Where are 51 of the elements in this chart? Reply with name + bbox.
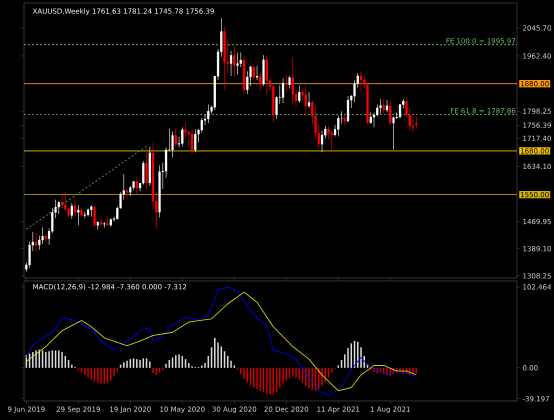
candlestick: [80, 207, 83, 218]
candlestick: [70, 202, 73, 220]
candlestick: [93, 206, 96, 227]
candlestick: [181, 127, 184, 147]
candlestick: [370, 112, 372, 124]
candlestick: [259, 72, 262, 91]
candlestick: [256, 66, 258, 80]
candlestick: [194, 129, 196, 153]
candlestick: [58, 201, 60, 214]
candlestick: [292, 56, 294, 106]
candlestick: [382, 99, 385, 115]
candlestick: [207, 104, 210, 124]
candlestick: [288, 76, 291, 90]
candlestick: [106, 216, 109, 226]
candlestick: [74, 199, 76, 217]
candlestick: [77, 204, 80, 226]
candlestick: [389, 100, 392, 126]
candlestick: [282, 78, 284, 104]
candlestick: [230, 50, 232, 76]
candlestick: [386, 100, 388, 113]
candlestick: [360, 71, 362, 92]
candlestick: [233, 46, 236, 77]
candlestick: [38, 235, 40, 250]
candlestick: [285, 74, 288, 92]
candlestick: [412, 114, 414, 132]
candlestick: [346, 96, 350, 123]
candlestick: [100, 218, 102, 227]
candlestick: [145, 148, 148, 191]
candlestick: [136, 180, 138, 196]
candlestick: [236, 52, 239, 75]
candlestick: [379, 98, 382, 114]
candlestick: [337, 115, 340, 137]
candlestick: [298, 85, 300, 104]
candlestick: [171, 131, 174, 158]
candlestick: [90, 205, 92, 218]
candlestick: [132, 180, 135, 191]
candlestick: [190, 128, 194, 155]
candlestick: [266, 54, 268, 94]
candlestick: [252, 66, 255, 80]
candlestick: [392, 116, 395, 150]
candlestick: [34, 232, 38, 252]
candlestick: [249, 66, 252, 86]
candlestick: [174, 128, 177, 148]
candlestick: [308, 92, 310, 108]
candlestick: [60, 192, 64, 208]
candlestick: [142, 160, 144, 185]
candlestick: [126, 189, 128, 200]
candlestick: [304, 85, 307, 116]
candlestick: [344, 114, 346, 126]
candlestick: [41, 226, 44, 244]
candlestick: [415, 116, 418, 130]
